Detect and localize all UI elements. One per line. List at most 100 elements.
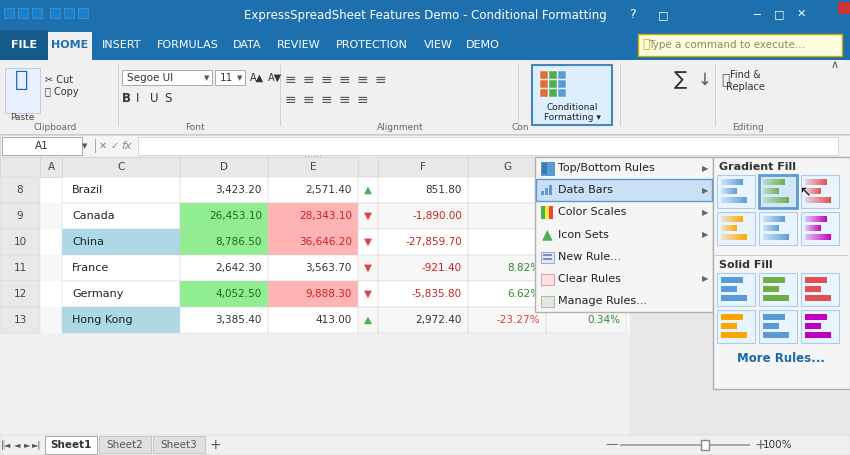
Text: ▲: ▲ [364,185,372,195]
Bar [763,332,789,338]
Bar [768,234,769,240]
Text: Sheet3: Sheet3 [161,440,197,450]
Bar [814,197,815,203]
Text: 10: 10 [14,237,26,247]
Text: —: — [606,439,618,451]
Text: 2,571.40: 2,571.40 [306,185,352,195]
Bar [729,179,730,185]
Text: -5,835.80: -5,835.80 [412,289,462,299]
Bar [736,216,737,222]
Bar [726,197,727,203]
Bar [741,234,742,240]
Bar [734,188,735,194]
Bar [822,216,823,222]
Bar [732,234,733,240]
Bar [62,307,180,333]
Bar [807,179,808,185]
Bar [810,179,811,185]
Bar [268,229,358,255]
Bar [122,70,212,85]
Bar [775,179,776,185]
Text: REVIEW: REVIEW [277,40,320,50]
Text: France: France [72,263,110,273]
Bar [378,203,468,229]
Bar [788,234,789,240]
Bar [801,273,839,306]
Text: 28,343.10: 28,343.10 [299,211,352,221]
Bar [558,80,566,88]
Bar [826,234,827,240]
Bar [0,177,640,203]
Bar [546,177,626,203]
Bar [772,234,773,240]
Bar [778,188,779,194]
Bar [779,216,780,222]
Bar [763,234,764,240]
Bar [806,234,807,240]
Bar [0,30,850,60]
Bar [722,234,723,240]
Bar [771,225,772,231]
Text: 11: 11 [14,263,26,273]
Bar [737,197,738,203]
Bar [776,225,777,231]
Bar [0,203,640,229]
Text: PROTECTION: PROTECTION [336,40,408,50]
Bar [715,65,716,126]
Text: ►: ► [24,440,31,450]
Bar [468,255,546,281]
Bar [782,179,783,185]
Text: □: □ [658,10,668,20]
Bar [824,179,825,185]
Text: ≡: ≡ [338,93,350,107]
Bar [817,216,818,222]
Bar [721,216,722,222]
Text: DATA: DATA [233,40,261,50]
Bar [0,229,40,255]
Bar [806,216,807,222]
Bar [767,216,768,222]
Bar [764,234,765,240]
Bar [740,179,741,185]
Bar [784,216,785,222]
Bar [726,216,727,222]
Bar [62,203,180,229]
Text: ≡: ≡ [320,93,332,107]
Bar [0,281,640,307]
Bar [774,197,775,203]
Bar [767,234,768,240]
Bar [780,234,781,240]
Bar [726,188,727,194]
Bar [99,436,151,453]
Bar [738,197,739,203]
Bar [768,225,769,231]
Bar [825,234,826,240]
Bar [725,179,726,185]
Text: 9,888.30: 9,888.30 [306,289,352,299]
Bar [768,179,769,185]
Bar [801,212,839,245]
Bar [546,157,624,177]
Text: 8: 8 [17,185,23,195]
Bar [0,157,850,177]
Text: ▼: ▼ [364,237,372,247]
Bar [813,179,814,185]
Bar [726,179,727,185]
Text: G: G [646,162,654,172]
Bar [816,197,817,203]
Bar [779,197,780,203]
Bar [730,197,731,203]
Bar [775,216,776,222]
Bar [731,179,732,185]
Text: Top/Bottom Rules: Top/Bottom Rules [558,163,654,173]
Bar [730,216,731,222]
Text: ?: ? [629,9,635,21]
Text: 5.20%: 5.20% [587,289,620,299]
Bar [721,314,743,320]
Text: 3,423.20: 3,423.20 [216,185,262,195]
Bar [62,255,180,281]
Bar [729,225,730,231]
Bar [180,229,268,255]
Bar [723,197,724,203]
Text: Clipboard: Clipboard [33,122,76,131]
